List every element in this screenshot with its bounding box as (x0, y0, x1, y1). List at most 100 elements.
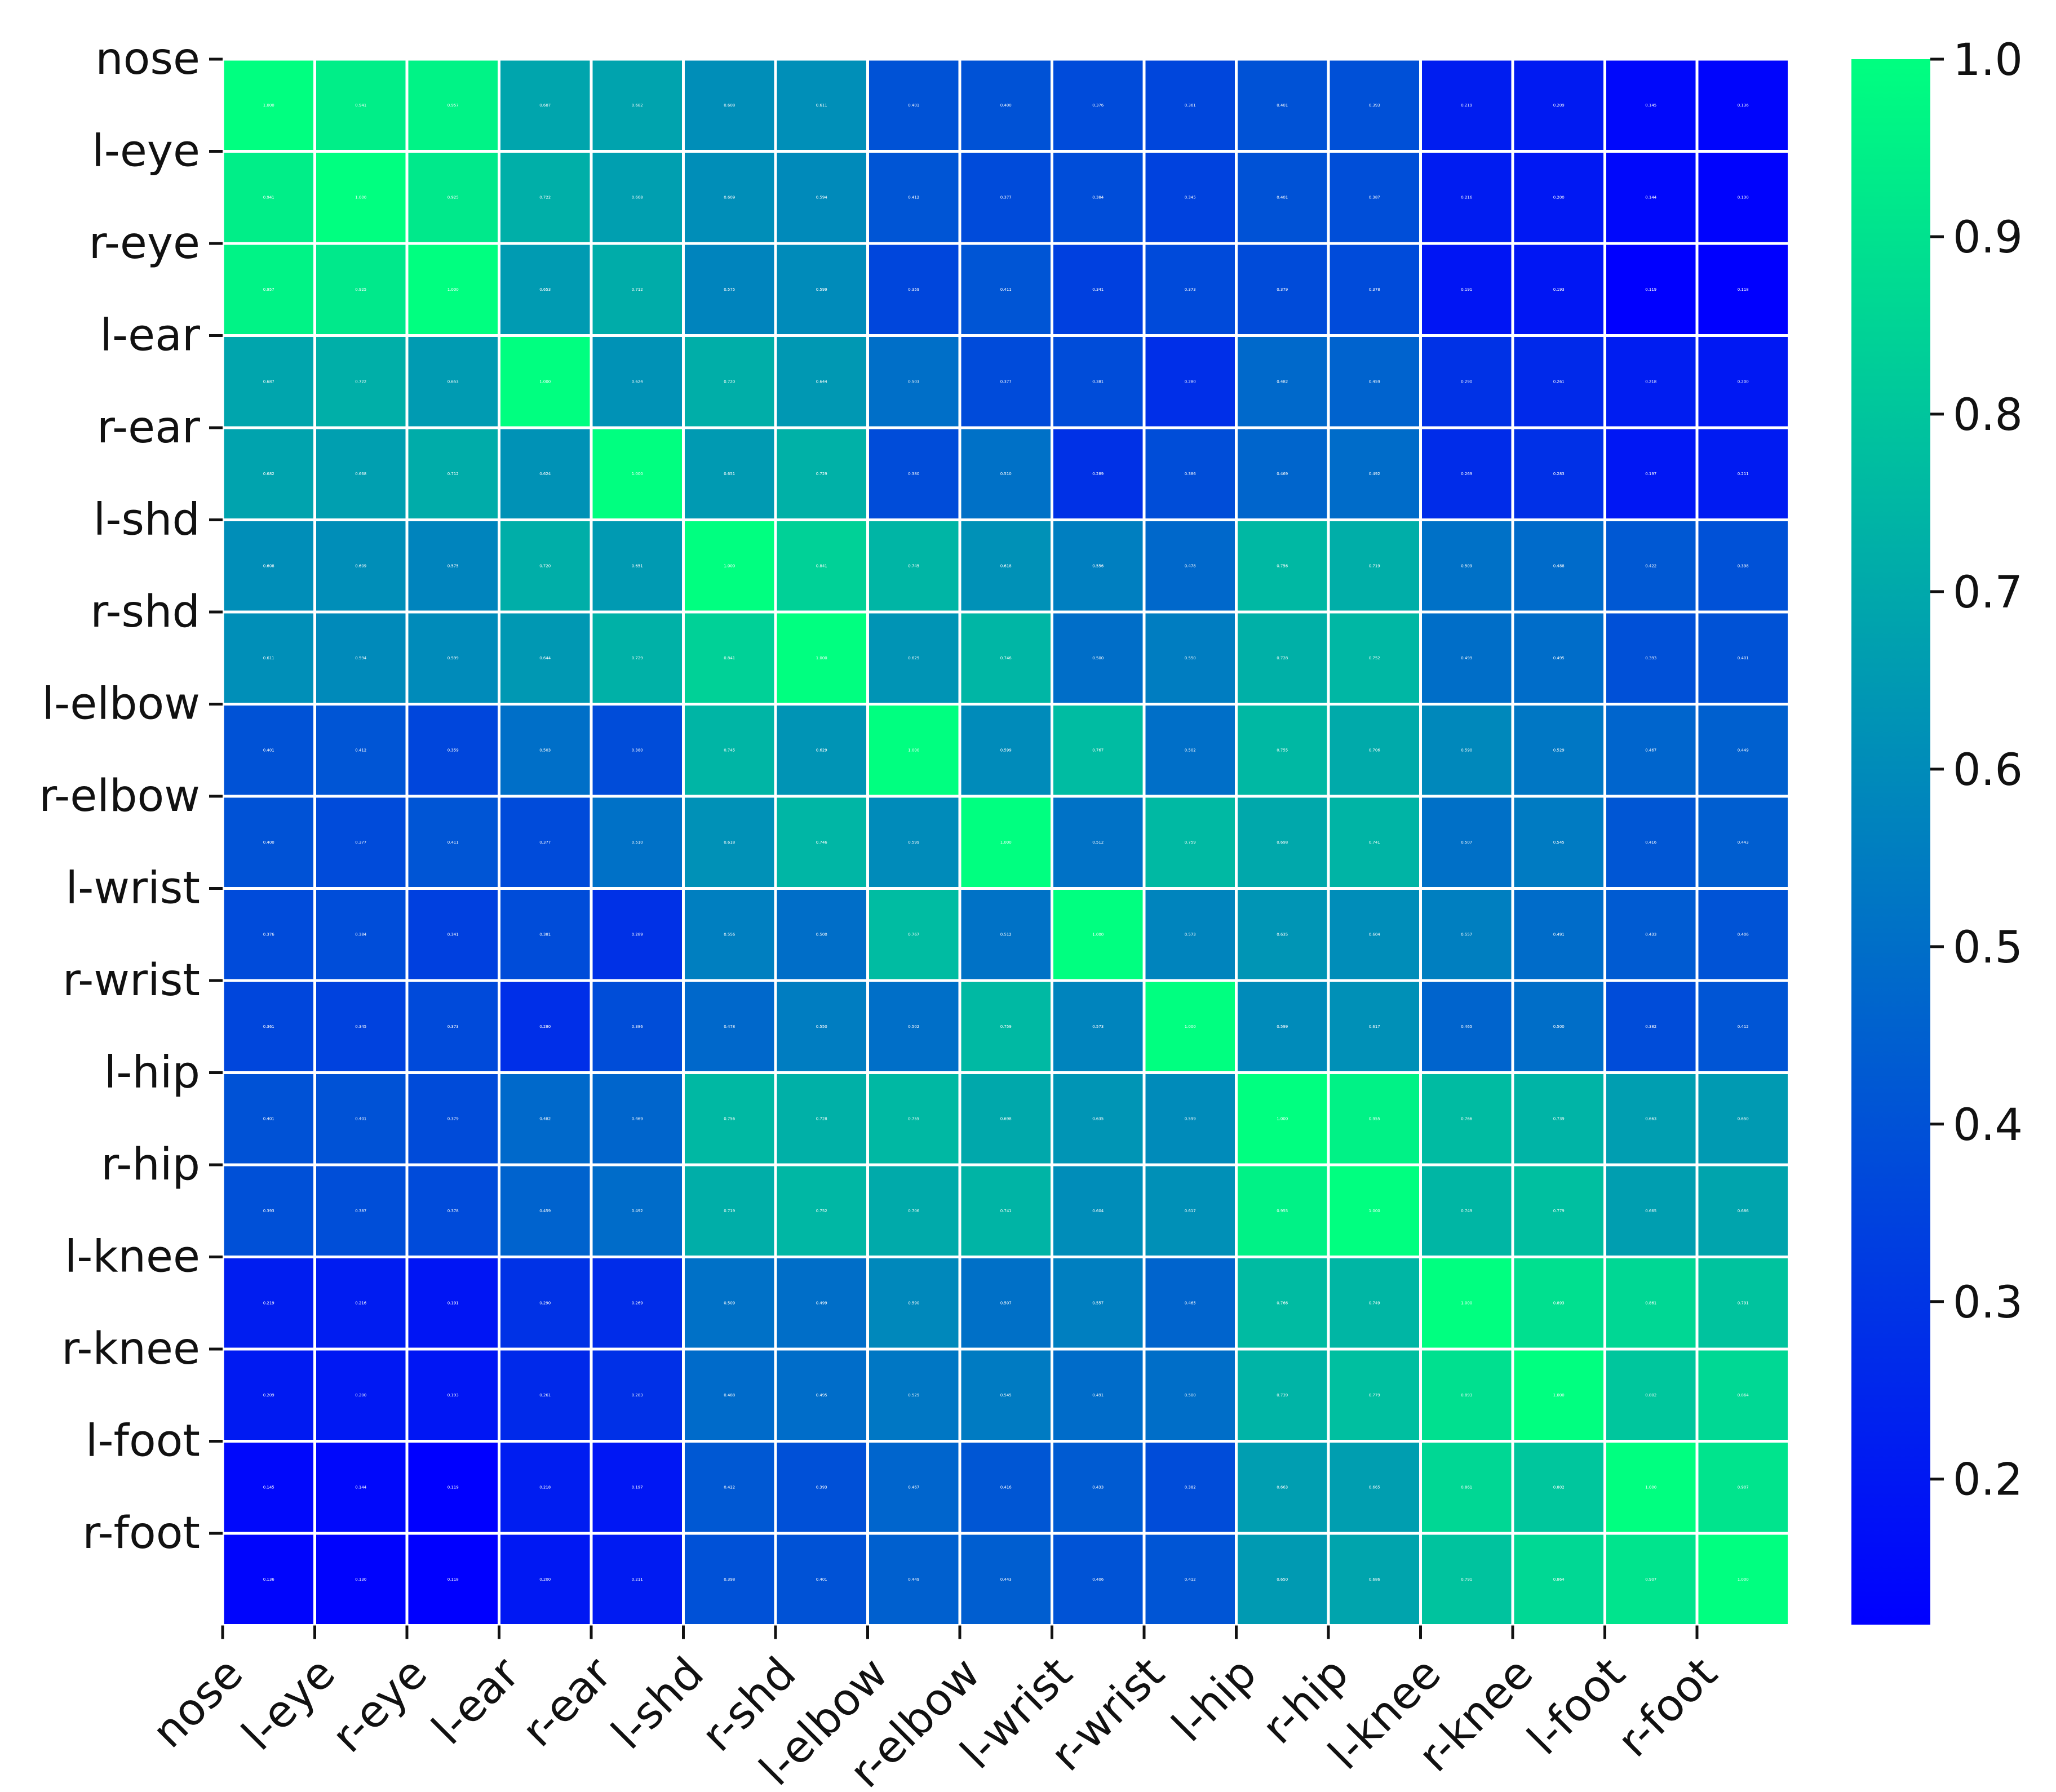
heatmap-cell-l-knee-r-shd (777, 1258, 866, 1348)
cell-value-label: 0.629 (908, 656, 919, 660)
heatmap-cell-nose-l-shd (685, 60, 774, 150)
heatmap-cell-l-elbow-l-wrist (1053, 706, 1143, 795)
heatmap-cell-l-elbow-l-hip (1238, 706, 1327, 795)
heatmap-cell-r-shd-r-knee (1514, 613, 1603, 703)
heatmap-cell-l-eye-l-foot (1606, 153, 1696, 242)
heatmap-cell-l-hip-r-foot (1698, 1074, 1788, 1164)
cell-value-label: 0.599 (908, 840, 919, 845)
x-tick-label-r-ear: r-ear (512, 1648, 622, 1757)
cell-value-label: 0.495 (816, 1393, 827, 1398)
cell-value-label: 1.000 (355, 195, 366, 199)
cell-value-label: 0.289 (632, 932, 643, 937)
cell-value-label: 0.728 (1277, 656, 1288, 660)
y-tick-label-l-hip: l-hip (104, 1048, 200, 1098)
cell-value-label: 0.492 (632, 1209, 643, 1213)
heatmap-cell-l-eye-l-knee (1422, 153, 1512, 242)
heatmap-cell-l-eye-r-eye (408, 153, 498, 242)
heatmap-cell-r-foot-l-wrist (1053, 1534, 1143, 1624)
cell-value-label: 0.745 (724, 748, 735, 752)
heatmap-cell-l-knee-l-ear (500, 1258, 590, 1348)
heatmap-cell-l-ear-r-knee (1514, 337, 1603, 427)
heatmap-cell-l-eye-l-hip (1238, 153, 1327, 242)
cell-value-label: 0.653 (447, 379, 459, 384)
heatmap-cell-l-foot-l-elbow (869, 1443, 959, 1532)
heatmap-cell-l-foot-r-wrist (1145, 1443, 1235, 1532)
heatmap-cell-l-shd-l-foot (1606, 521, 1696, 611)
cell-value-label: 0.144 (1645, 195, 1657, 199)
heatmap-cell-l-knee-r-knee (1514, 1258, 1603, 1348)
heatmap-cell-r-eye-l-knee (1422, 245, 1512, 334)
cell-value-label: 1.000 (447, 287, 459, 292)
cell-value-label: 0.644 (816, 379, 828, 384)
heatmap-cell-l-wrist-l-foot (1606, 890, 1696, 979)
colorbar-tick-label: 1.0 (1953, 35, 2023, 86)
cell-value-label: 0.556 (1092, 564, 1104, 568)
cell-value-label: 0.668 (355, 472, 366, 476)
cell-value-label: 0.635 (1092, 1116, 1104, 1121)
heatmap-cell-l-shd-l-shd (685, 521, 774, 611)
cell-value-label: 0.359 (908, 287, 919, 292)
colorbar-tick-label: 0.2 (1953, 1455, 2023, 1506)
heatmap-cell-l-foot-l-hip (1238, 1443, 1327, 1532)
cell-value-label: 0.211 (1738, 472, 1749, 476)
cell-value-label: 0.698 (1000, 1116, 1012, 1121)
heatmap-cell-r-ear-r-foot (1698, 429, 1788, 518)
cell-value-label: 0.443 (1738, 840, 1749, 845)
cell-value-label: 0.529 (908, 1393, 919, 1398)
heatmap-cell-l-elbow-l-foot (1606, 706, 1696, 795)
cell-value-label: 0.416 (1645, 840, 1657, 845)
cell-value-label: 0.529 (1553, 748, 1565, 752)
heatmap-cell-l-foot-l-eye (316, 1443, 406, 1532)
cell-value-label: 0.400 (1000, 103, 1012, 108)
heatmap-cell-l-ear-l-hip (1238, 337, 1327, 427)
heatmap-cell-l-hip-r-hip (1330, 1074, 1419, 1164)
heatmap-cell-r-elbow-nose (224, 797, 313, 887)
heatmap-cell-r-ear-l-wrist (1053, 429, 1143, 518)
heatmap-cell-nose-l-knee (1422, 60, 1512, 150)
heatmap-cell-nose-r-knee (1514, 60, 1603, 150)
cell-value-label: 1.000 (1645, 1485, 1656, 1489)
cell-value-label: 0.261 (1553, 379, 1565, 384)
heatmap-cell-l-shd-l-eye (316, 521, 406, 611)
cell-value-label: 0.398 (1738, 564, 1749, 568)
cell-value-label: 0.766 (1277, 1301, 1288, 1305)
cell-value-label: 0.467 (1645, 748, 1656, 752)
heatmap-cell-l-shd-r-ear (592, 521, 682, 611)
y-axis: nose l-eye r-eye l-ear r-ear l-shd r-shd l-elbo… (39, 34, 223, 1559)
colorbar-tick-label: 0.5 (1953, 922, 2023, 973)
cell-value-label: 0.510 (632, 840, 643, 845)
cell-value-label: 0.644 (539, 656, 551, 660)
heatmap-cell-r-shd-l-ear (500, 613, 590, 703)
heatmap-cell-r-knee-l-foot (1606, 1350, 1696, 1440)
cell-value-label: 0.401 (263, 1116, 274, 1121)
cell-value-label: 0.624 (632, 379, 644, 384)
cell-value-label: 0.502 (1185, 748, 1196, 752)
heatmap-cell-r-eye-r-foot (1698, 245, 1788, 334)
cell-value-label: 0.957 (263, 287, 274, 292)
heatmap-cell-l-foot-r-ear (592, 1443, 682, 1532)
y-tick-label-r-eye: r-eye (89, 218, 200, 269)
cell-value-label: 0.412 (1185, 1577, 1196, 1582)
heatmap-cell-r-knee-r-foot (1698, 1350, 1788, 1440)
heatmap-cell-r-wrist-l-hip (1238, 982, 1327, 1071)
cell-value-label: 0.449 (1738, 748, 1749, 752)
cell-value-label: 0.433 (1645, 932, 1656, 937)
cell-value-label: 0.802 (1553, 1485, 1565, 1489)
cell-value-label: 0.682 (632, 103, 643, 108)
heatmap-cell-r-knee-l-ear (500, 1350, 590, 1440)
y-tick-label-l-eye: l-eye (92, 126, 200, 177)
cell-value-label: 0.512 (1000, 932, 1012, 937)
heatmap-cell-l-hip-l-hip (1238, 1074, 1327, 1164)
heatmap-cell-r-elbow-l-foot (1606, 797, 1696, 887)
heatmap-cell-l-foot-r-foot (1698, 1443, 1788, 1532)
cell-value-label: 0.219 (263, 1301, 274, 1305)
cell-value-label: 0.478 (1185, 564, 1196, 568)
heatmap-cell-r-elbow-r-eye (408, 797, 498, 887)
cell-value-label: 0.200 (1553, 195, 1565, 199)
heatmap-cell-r-foot-r-hip (1330, 1534, 1419, 1624)
cell-value-label: 0.401 (1277, 103, 1288, 108)
heatmap-cell-l-hip-r-shd (777, 1074, 866, 1164)
heatmap-cell-l-wrist-nose (224, 890, 313, 979)
heatmap-cell-l-elbow-r-knee (1514, 706, 1603, 795)
heatmap-cell-r-shd-l-shd (685, 613, 774, 703)
